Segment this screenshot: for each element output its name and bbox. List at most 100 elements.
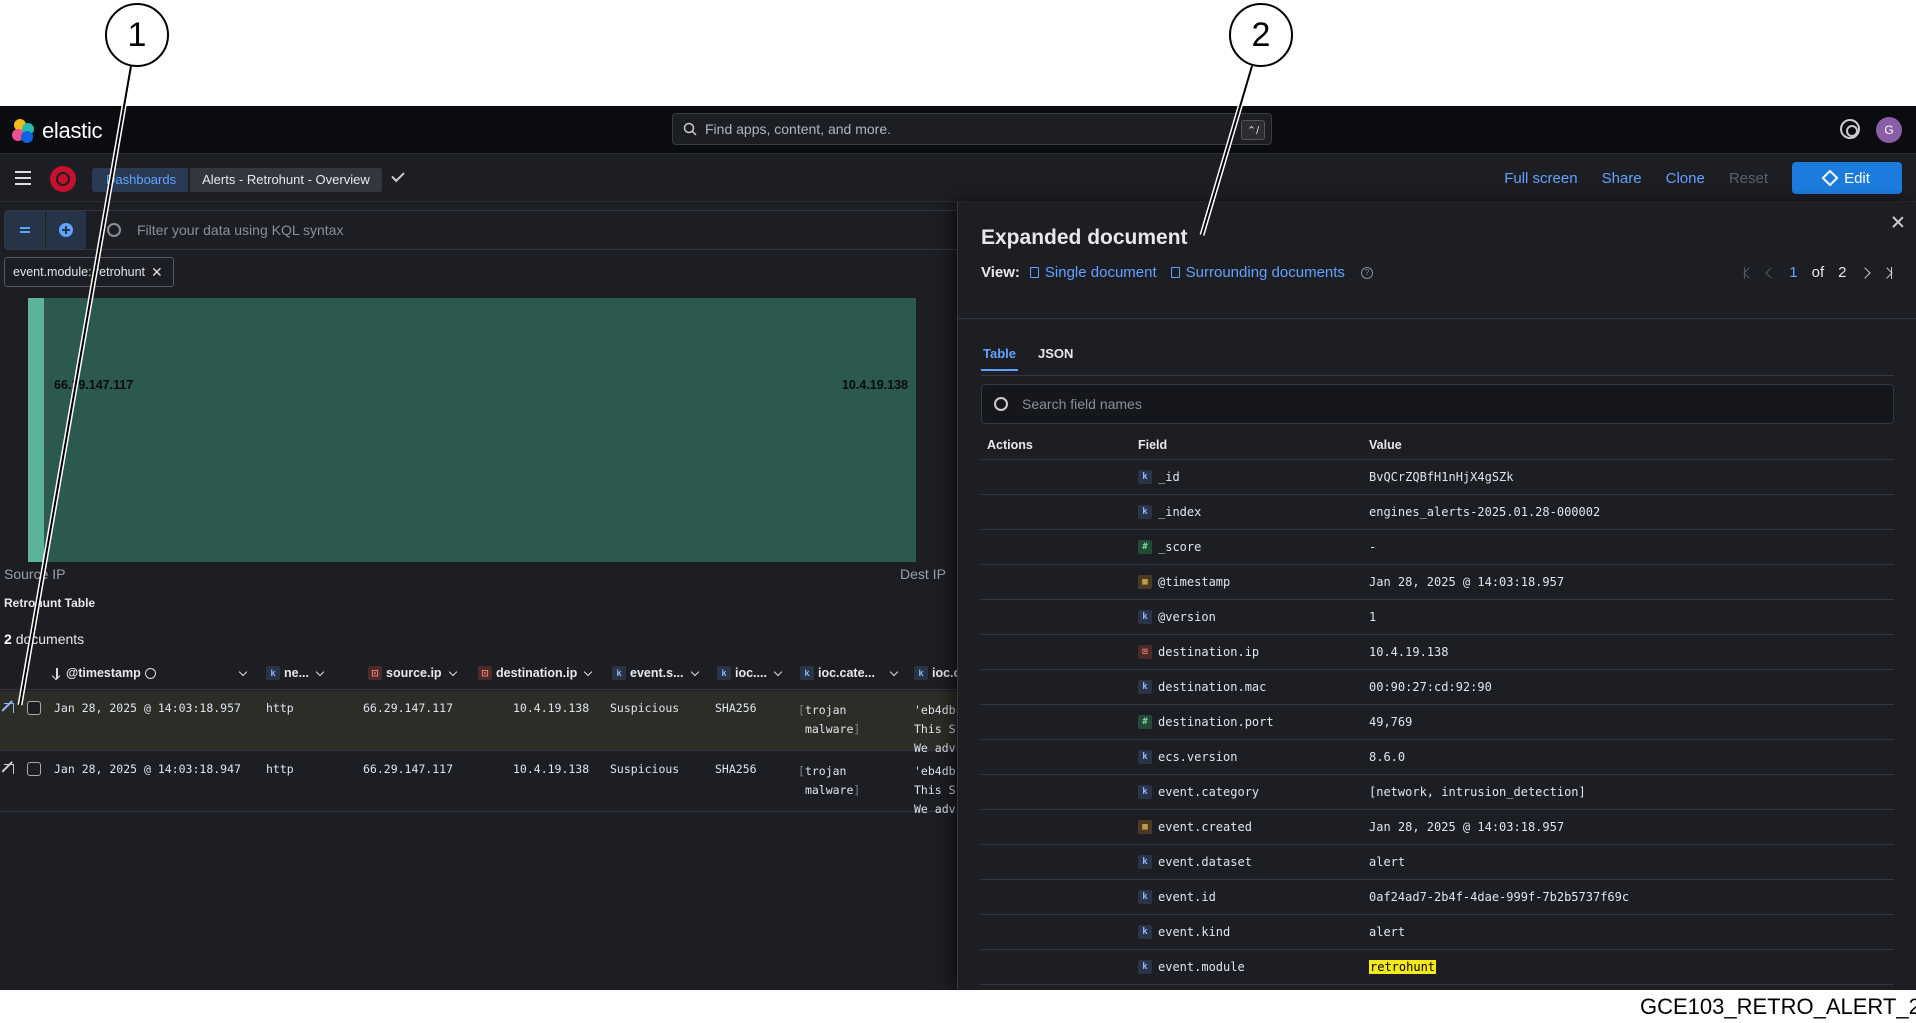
chevron-down-icon[interactable] <box>238 667 247 676</box>
field-row[interactable]: #event.severity2 <box>981 985 1894 990</box>
query-bar: Filter your data using KQL syntax <box>4 210 960 250</box>
help-icon[interactable] <box>1840 119 1860 139</box>
total-pages[interactable]: 2 <box>1838 264 1847 281</box>
row-checkbox[interactable] <box>27 701 41 715</box>
column-header-source-ip[interactable]: ⊡ source.ip <box>368 666 457 680</box>
filter-pill[interactable]: event.module: retrohunt ✕ <box>4 257 174 287</box>
field-value: engines_alerts-2025.01.28-000002 <box>1369 505 1601 519</box>
field-row[interactable]: k _id BvQCrZQBfH1nHjX4gSZk <box>981 460 1894 495</box>
divider <box>958 318 1916 319</box>
field-row[interactable]: k @version 1 <box>981 600 1894 635</box>
clone-button[interactable]: Clone <box>1665 169 1705 187</box>
cell-severity: Suspicious <box>610 762 680 776</box>
close-icon[interactable]: ✕ <box>151 263 163 280</box>
row-checkbox[interactable] <box>27 762 41 776</box>
elastic-logo[interactable]: elastic <box>12 118 103 144</box>
column-label: ioc.... <box>735 666 767 680</box>
sort-desc-icon <box>56 667 58 679</box>
callout-2-number: 2 <box>1251 15 1271 54</box>
filter-icon <box>19 227 30 233</box>
field-row[interactable]: # destination.port 49,769 <box>981 705 1894 740</box>
add-filter-button[interactable] <box>46 211 86 249</box>
column-header-timestamp[interactable]: @timestamp <box>56 666 247 680</box>
field-type-icon: ▦ <box>1138 575 1152 589</box>
document-count: 2 documents <box>4 631 84 647</box>
field-type-icon: k <box>1138 925 1152 939</box>
space-icon[interactable] <box>50 166 76 192</box>
edit-button[interactable]: Edit <box>1792 162 1902 194</box>
expand-icon[interactable] <box>4 764 14 774</box>
field-row[interactable]: ▦ event.created Jan 28, 2025 @ 14:03:18.95… <box>981 810 1894 845</box>
first-page-button[interactable] <box>1743 266 1755 279</box>
column-header-destination-ip[interactable]: ⊡ destination.ip <box>478 666 593 680</box>
column-header-ioc-description[interactable]: k ioc.c <box>914 666 961 680</box>
close-icon[interactable] <box>1892 216 1904 228</box>
column-header-ioc-type[interactable]: k ioc.... <box>717 666 783 680</box>
question-icon[interactable]: ? <box>1360 266 1373 279</box>
field-row[interactable]: k event.id 0af24ad7-2b4f-4dae-999f-7b2b573… <box>981 880 1894 915</box>
document-count-text: documents <box>15 631 85 647</box>
tab-table[interactable]: Table <box>981 346 1018 371</box>
field-type-icon: ⊡ <box>1138 645 1152 659</box>
menu-icon[interactable] <box>15 171 31 185</box>
chevron-down-icon[interactable] <box>584 667 593 676</box>
breadcrumb-dashboards[interactable]: Dashboards <box>92 168 189 192</box>
current-page[interactable]: 1 <box>1789 264 1798 281</box>
document-pager: 1 of 2 <box>1743 264 1893 281</box>
keyword-type-icon: k <box>914 666 928 680</box>
field-row[interactable]: k event.dataset alert <box>981 845 1894 880</box>
kql-search-input[interactable]: Filter your data using KQL syntax <box>137 222 344 238</box>
field-name: event.created <box>1158 820 1252 834</box>
category-value: trojan <box>804 703 847 717</box>
panel-title: Retrohunt Table <box>4 596 96 610</box>
surrounding-documents-link[interactable]: Surrounding documents <box>1170 264 1345 281</box>
column-header-event-severity[interactable]: k event.s... <box>612 666 699 680</box>
field-value: alert <box>1369 925 1406 939</box>
breadcrumb-current: Alerts - Retrohunt - Overview <box>190 168 382 192</box>
chevron-down-icon[interactable] <box>690 667 699 676</box>
column-header-network[interactable]: k ne... <box>266 666 325 680</box>
cell-ioc-type: SHA256 <box>715 762 757 776</box>
field-row[interactable]: k destination.mac 00:90:27:cd:92:90 <box>981 670 1894 705</box>
column-label: ioc.cate... <box>818 666 875 680</box>
filter-menu-button[interactable] <box>5 211 45 249</box>
keyword-type-icon: k <box>266 666 280 680</box>
field-row[interactable]: ▦ @timestamp Jan 28, 2025 @ 14:03:18.957 <box>981 565 1894 600</box>
reset-button[interactable]: Reset <box>1728 169 1768 187</box>
category-value: malware <box>804 783 854 797</box>
table-row[interactable]: Jan 28, 2025 @ 14:03:18.947 http 66.29.1… <box>0 752 958 816</box>
field-row[interactable]: k _index engines_alerts-2025.01.28-000002 <box>981 495 1894 530</box>
elastic-logo-text: elastic <box>42 118 103 143</box>
expand-icon[interactable] <box>4 703 14 713</box>
field-row[interactable]: ⊡ destination.ip 10.4.19.138 <box>981 635 1894 670</box>
field-value: 10.4.19.138 <box>1369 645 1449 659</box>
column-header-ioc-category[interactable]: k ioc.cate... <box>800 666 899 680</box>
chevron-down-icon[interactable] <box>448 667 457 676</box>
last-page-button[interactable] <box>1880 266 1893 279</box>
cell-source-ip: 66.29.147.117 <box>363 701 454 715</box>
field-row[interactable]: k ecs.version 8.6.0 <box>981 740 1894 775</box>
flyout-title: Expanded document <box>981 226 1188 249</box>
global-search-input[interactable]: Find apps, content, and more. ⌃/ <box>672 113 1272 145</box>
field-search-input[interactable]: Search field names <box>981 384 1894 424</box>
field-value: - <box>1369 540 1377 554</box>
chevron-down-icon[interactable] <box>889 667 899 676</box>
share-button[interactable]: Share <box>1601 169 1642 187</box>
dashboard-actions: Full screen Share Clone Reset Edit <box>1504 162 1902 194</box>
field-row[interactable]: # _score - <box>981 530 1894 565</box>
single-document-link[interactable]: Single document <box>1029 264 1157 281</box>
document-count-number: 2 <box>4 631 12 647</box>
field-row[interactable]: k event.kind alert <box>981 915 1894 950</box>
field-row[interactable]: k event.category [network, intrusion_detec… <box>981 775 1894 810</box>
next-page-button[interactable] <box>1858 266 1871 279</box>
chevron-down-icon[interactable] <box>773 667 783 676</box>
table-row[interactable]: Jan 28, 2025 @ 14:03:18.957 http 66.29.1… <box>0 691 958 755</box>
user-avatar[interactable]: G <box>1876 117 1902 143</box>
chevron-down-icon[interactable] <box>315 667 325 676</box>
tab-json[interactable]: JSON <box>1038 346 1074 361</box>
header-value: Value <box>1369 438 1402 452</box>
field-row[interactable]: k event.module retrohunt <box>981 950 1894 985</box>
source-node-label: 66.29.147.117 <box>54 378 134 392</box>
full-screen-button[interactable]: Full screen <box>1504 169 1578 187</box>
previous-page-button[interactable] <box>1765 266 1777 279</box>
